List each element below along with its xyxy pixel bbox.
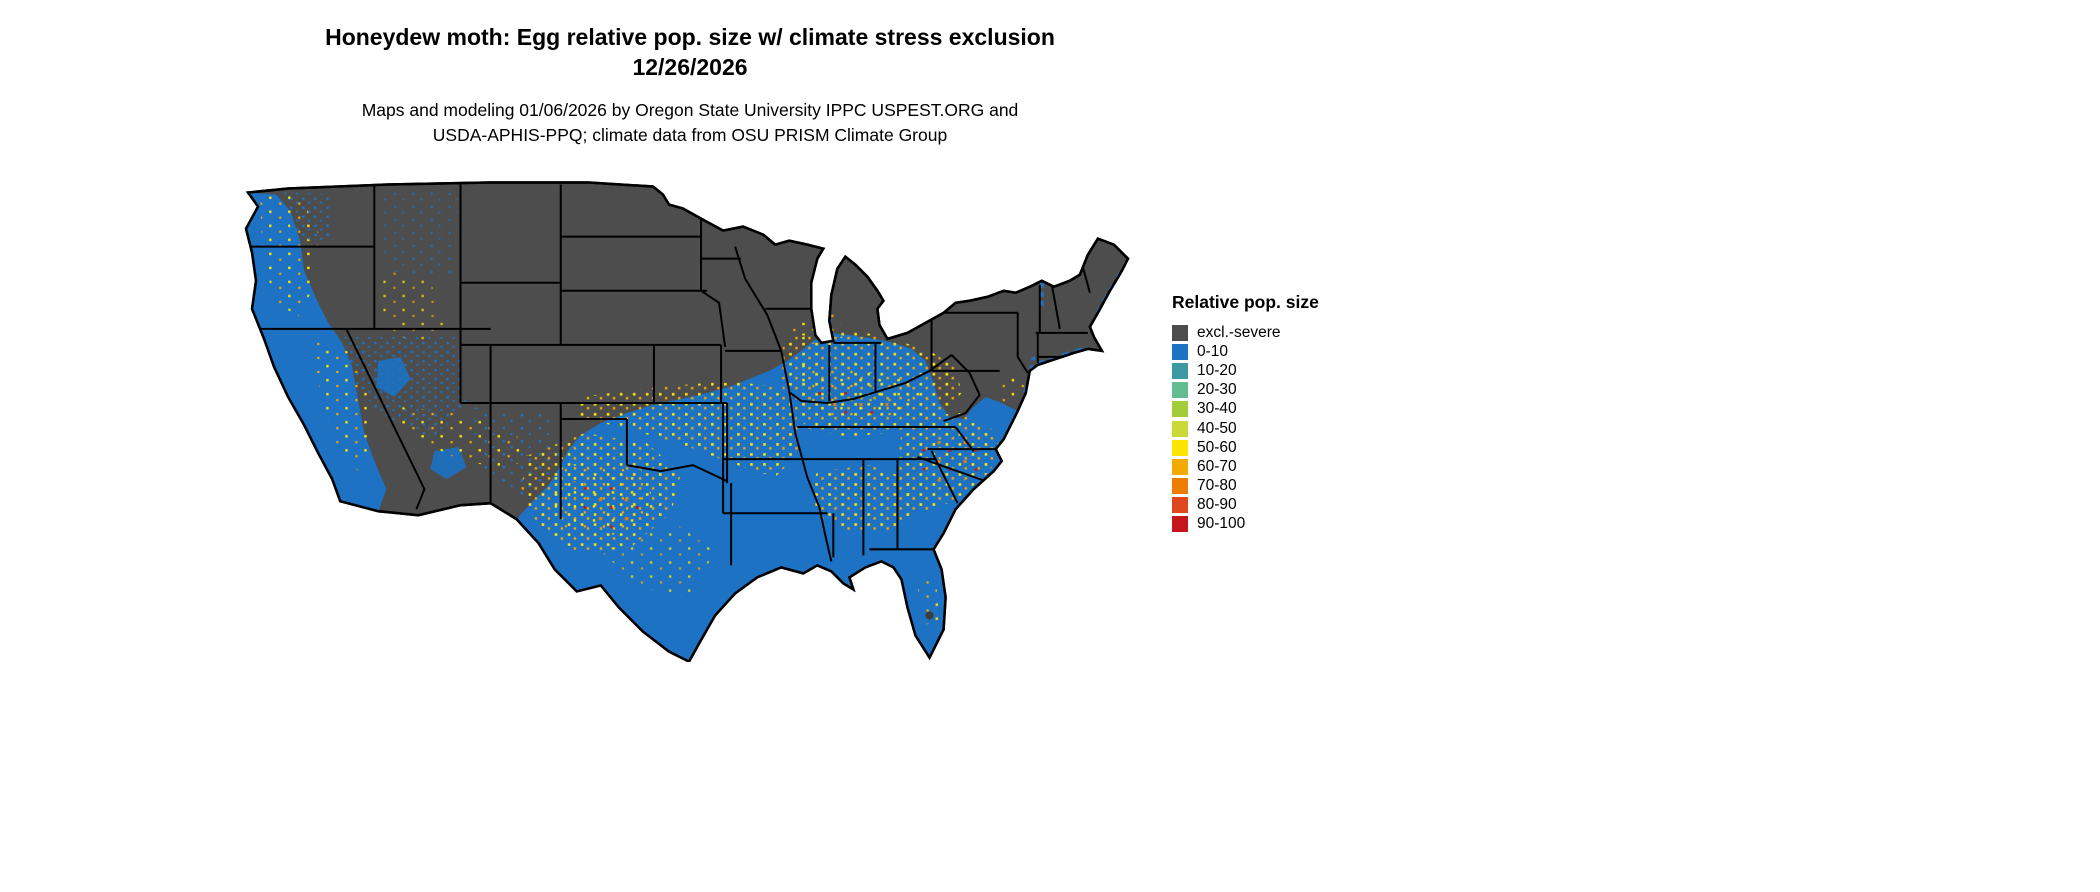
legend-row: 80-90 <box>1172 496 1392 515</box>
state-borders <box>248 184 1091 566</box>
legend-row: 10-20 <box>1172 361 1392 380</box>
legend-row: 30-40 <box>1172 400 1392 419</box>
legend-label: 10-20 <box>1197 361 1237 379</box>
legend-color-swatch <box>1172 458 1188 475</box>
legend-color-swatch <box>1172 516 1188 533</box>
legend-color-swatch <box>1172 439 1188 456</box>
us-map-svg <box>244 181 1130 662</box>
high-pop-speckles <box>572 388 988 530</box>
legend-row: 70-80 <box>1172 477 1392 496</box>
legend-label: 60-70 <box>1197 457 1237 475</box>
legend-label: excl.-severe <box>1197 323 1281 341</box>
legend-label: 50-60 <box>1197 438 1237 456</box>
legend-row: 50-60 <box>1172 438 1392 457</box>
lake-okeechobee <box>925 611 934 620</box>
legend-color-swatch <box>1172 324 1188 341</box>
credits-line-2: USDA-APHIS-PPQ; climate data from OSU PR… <box>432 125 948 145</box>
legend-label: 20-30 <box>1197 381 1237 399</box>
legend-label: 90-100 <box>1197 515 1246 533</box>
legend: Relative pop. size excl.-severe 0-10 10-20… <box>1172 292 1392 534</box>
legend-row: 60-70 <box>1172 457 1392 476</box>
us-map <box>228 150 1140 662</box>
legend-label: 0-10 <box>1197 342 1229 360</box>
legend-label: 70-80 <box>1197 477 1237 495</box>
legend-color-swatch <box>1172 343 1188 360</box>
legend-color-swatch <box>1172 420 1188 437</box>
legend-row: excl.-severe <box>1172 323 1392 342</box>
legend-title: Relative pop. size <box>1172 292 1319 312</box>
legend-color-swatch <box>1172 401 1188 418</box>
legend-color-swatch <box>1172 362 1188 379</box>
figure-header: Honeydew moth: Egg relative pop. size w/… <box>0 0 1380 148</box>
legend-row: 90-100 <box>1172 515 1392 534</box>
legend-label: 80-90 <box>1197 496 1237 514</box>
legend-label: 40-50 <box>1197 419 1237 437</box>
legend-entries: excl.-severe 0-10 10-20 20-30 30-40 40-50 50-6… <box>1172 323 1392 534</box>
legend-row: 20-30 <box>1172 381 1392 400</box>
credits-line-1: Maps and modeling 01/06/2026 by Oregon S… <box>361 100 1019 120</box>
map-title: Honeydew moth: Egg relative pop. size w/… <box>325 24 1055 50</box>
legend-color-swatch <box>1172 497 1188 514</box>
legend-color-swatch <box>1172 478 1188 495</box>
legend-row: 0-10 <box>1172 342 1392 361</box>
legend-color-swatch <box>1172 382 1188 399</box>
legend-label: 30-40 <box>1197 400 1237 418</box>
legend-row: 40-50 <box>1172 419 1392 438</box>
map-date: 12/26/2026 <box>632 54 748 80</box>
